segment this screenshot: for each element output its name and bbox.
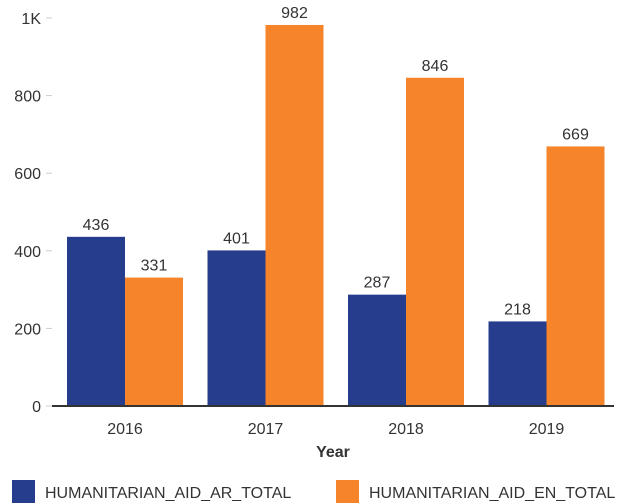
y-tick-label: 1K bbox=[21, 11, 41, 28]
x-tick-label: 2018 bbox=[388, 421, 424, 438]
legend-swatch bbox=[12, 480, 35, 503]
legend-item-humanitarian-aid-ar-total[interactable]: HUMANITARIAN_AID_AR_TOTAL bbox=[12, 480, 291, 503]
bar-humanitarian-aid-en-total-2019[interactable] bbox=[546, 146, 605, 407]
x-tick-label: 2017 bbox=[248, 421, 284, 438]
y-tick-label: 200 bbox=[14, 321, 41, 338]
bar-humanitarian-aid-ar-total-2018[interactable] bbox=[348, 294, 406, 406]
bar-humanitarian-aid-ar-total-2019[interactable] bbox=[488, 321, 547, 406]
legend-label: HUMANITARIAN_AID_EN_TOTAL bbox=[369, 485, 615, 502]
bar-value-label: 669 bbox=[562, 126, 589, 143]
bar-value-label: 218 bbox=[504, 301, 531, 318]
legend-item-humanitarian-aid-en-total[interactable]: HUMANITARIAN_AID_EN_TOTAL bbox=[336, 480, 615, 503]
x-axis-title: Year bbox=[316, 444, 350, 461]
bar-value-label: 331 bbox=[141, 258, 168, 275]
bar-value-label: 846 bbox=[422, 58, 449, 75]
bar-humanitarian-aid-ar-total-2017[interactable] bbox=[207, 250, 266, 406]
legend-swatch bbox=[336, 480, 359, 503]
legend[interactable]: HUMANITARIAN_AID_AR_TOTAL HUMANITARIAN_AI… bbox=[12, 480, 615, 503]
bar-humanitarian-aid-en-total-2016[interactable] bbox=[125, 277, 183, 406]
bar-value-label: 287 bbox=[364, 275, 391, 292]
data-labels: 436 401 287 218 331 982 846 669 bbox=[83, 5, 589, 318]
y-tick-label: 600 bbox=[14, 166, 41, 183]
bar-humanitarian-aid-ar-total-2016[interactable] bbox=[67, 236, 125, 406]
bar-humanitarian-aid-en-total-2017[interactable] bbox=[265, 24, 324, 406]
bar-value-label: 401 bbox=[223, 230, 250, 247]
y-tick-label: 400 bbox=[14, 244, 41, 261]
y-axis: 0 200 400 600 800 1K bbox=[14, 11, 52, 416]
bar-humanitarian-aid-en-total-2018[interactable] bbox=[406, 77, 464, 406]
y-tick-label: 800 bbox=[14, 89, 41, 106]
y-tick-label: 0 bbox=[32, 399, 41, 416]
bar-value-label: 436 bbox=[83, 217, 110, 234]
x-tick-label: 2019 bbox=[529, 421, 565, 438]
legend-label: HUMANITARIAN_AID_AR_TOTAL bbox=[45, 485, 291, 502]
bar-group bbox=[67, 24, 605, 407]
bar-value-label: 982 bbox=[281, 5, 308, 22]
x-tick-label: 2016 bbox=[107, 421, 143, 438]
x-axis: 2016 2017 2018 2019 bbox=[107, 421, 564, 438]
